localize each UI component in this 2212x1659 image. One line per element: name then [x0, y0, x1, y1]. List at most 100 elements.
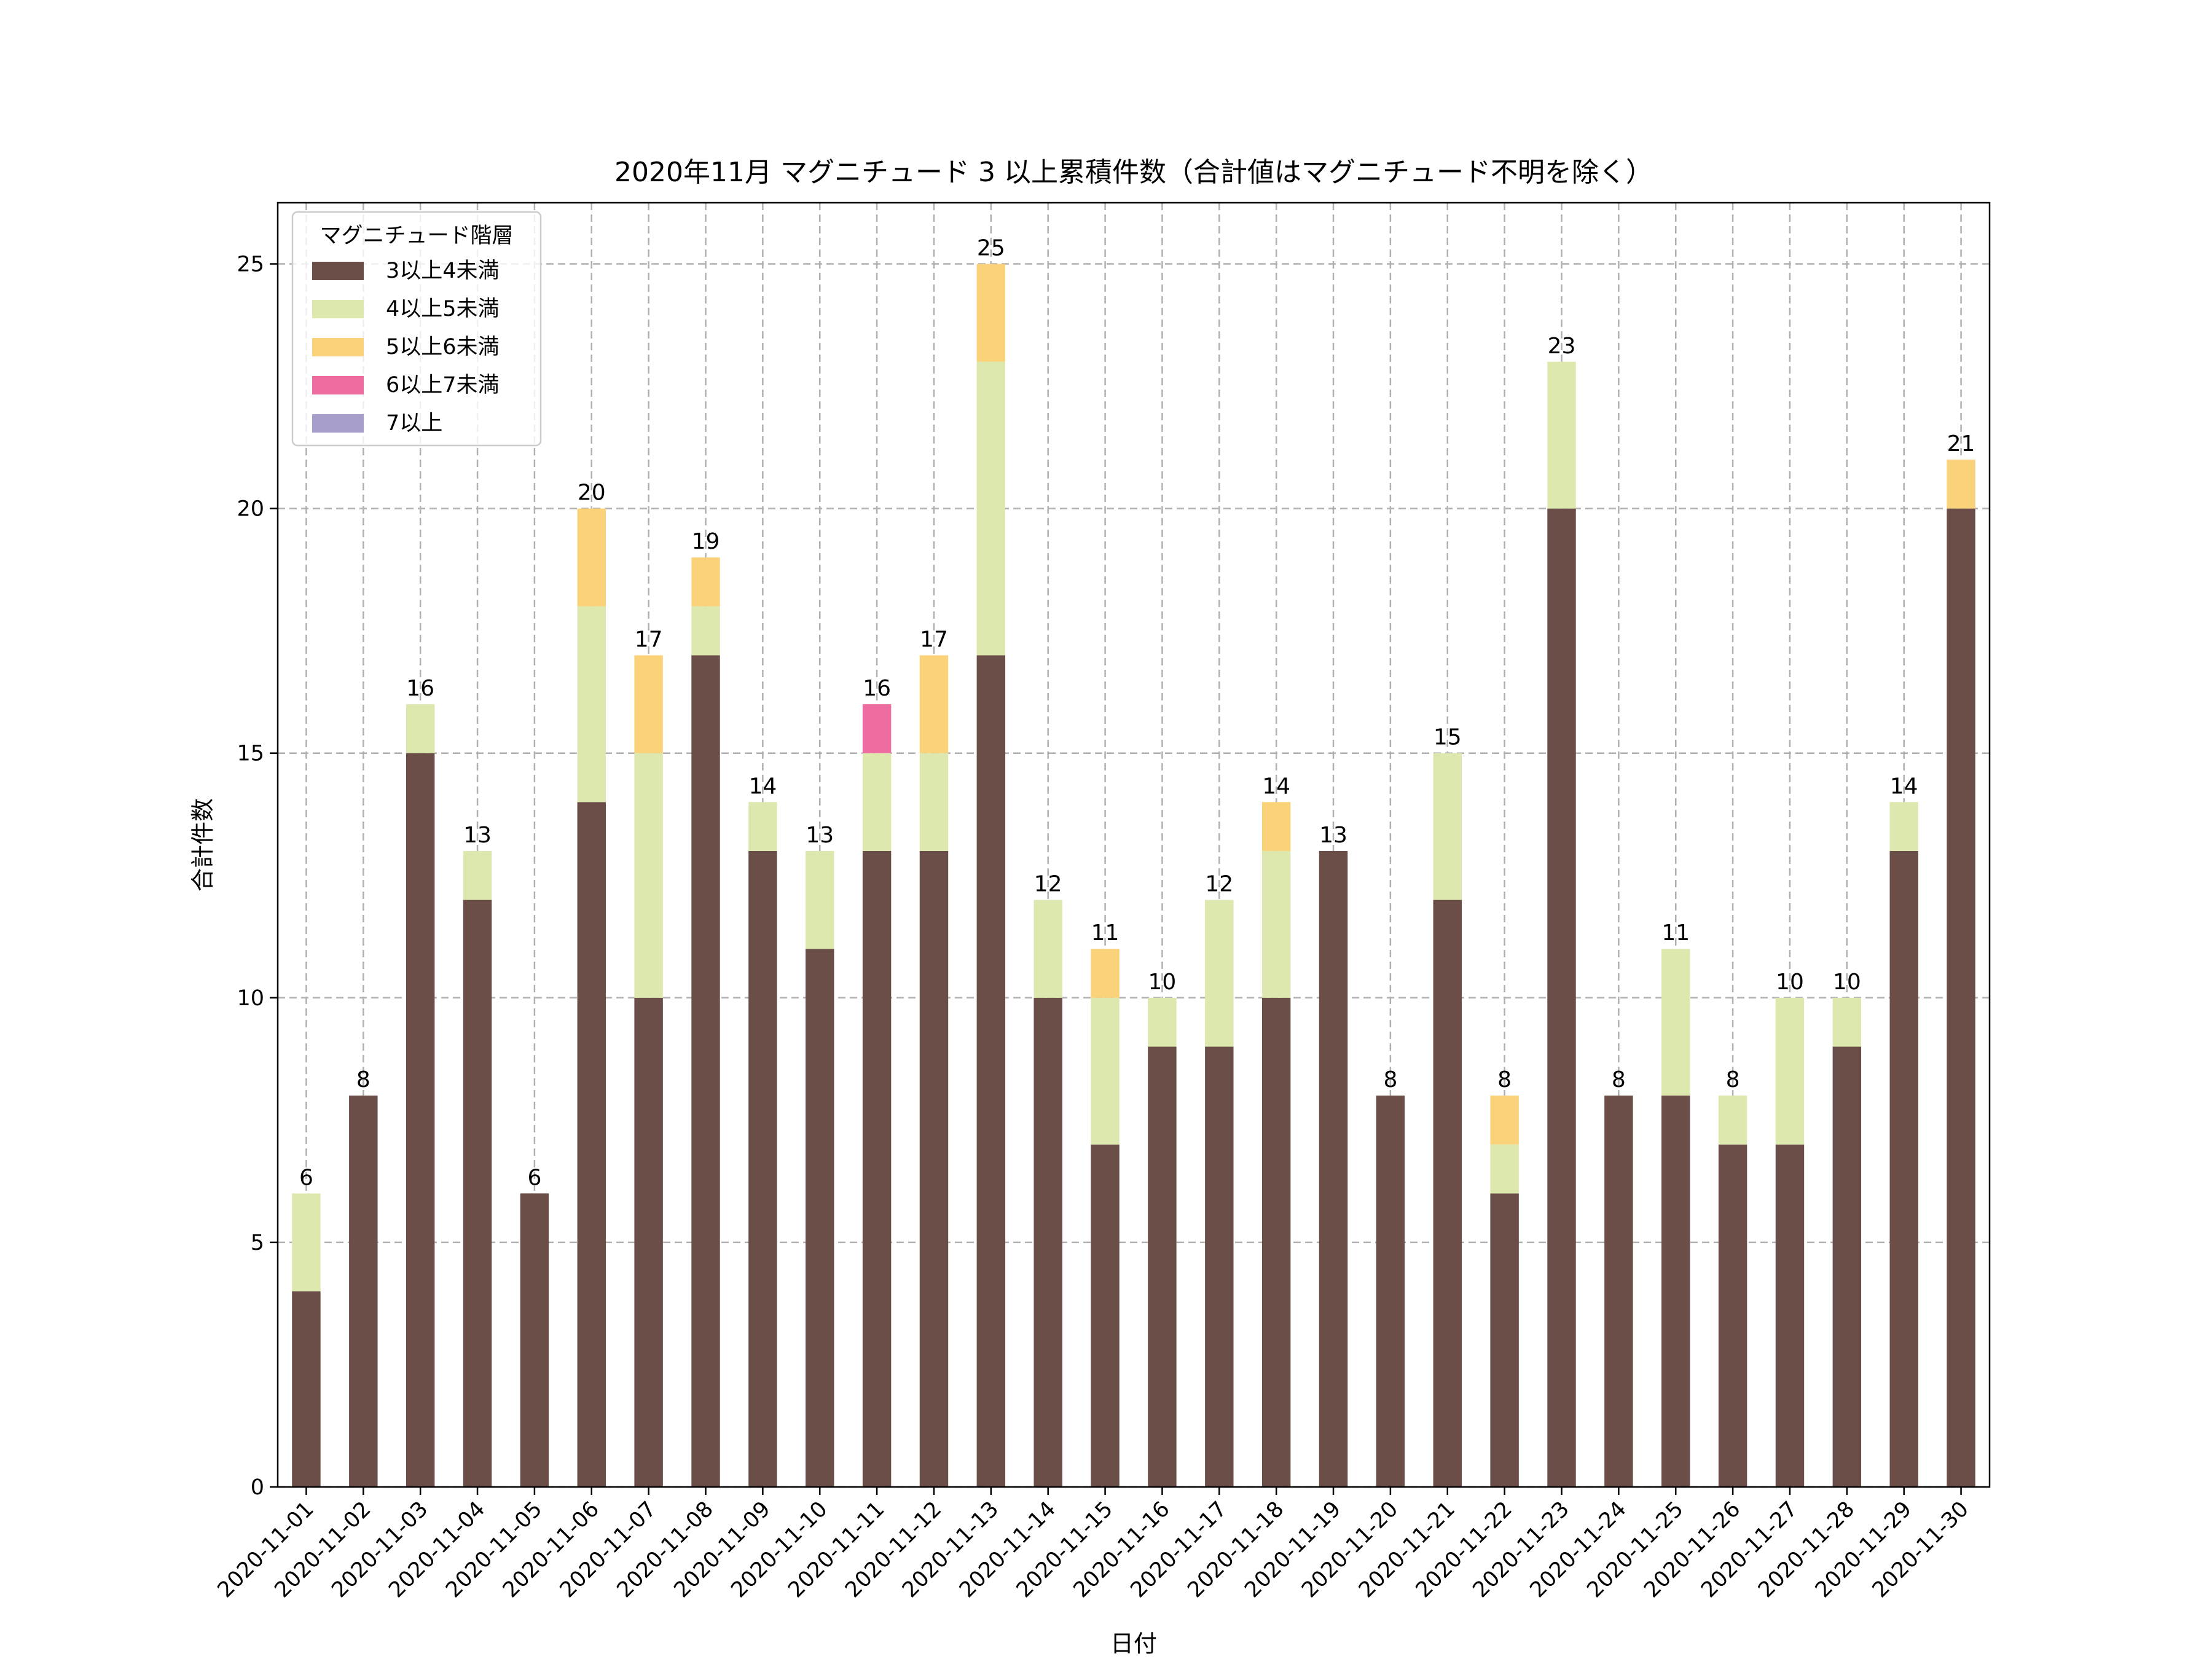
data-labels: 6 8 16 13 6 20 17 19 14 13 16 17 25 12 11 10 12 14 13 8 15 8 2…	[299, 236, 1975, 1191]
x-axis-label: 日付	[1110, 1630, 1157, 1657]
bar-segment-s0-2020-11-07	[634, 997, 663, 1487]
y-tick-label: 0	[251, 1475, 264, 1500]
bar-segment-s0-2020-11-09	[748, 850, 777, 1487]
bar-segment-s1-2020-11-16	[1148, 997, 1177, 1047]
data-label-total: 11	[1661, 920, 1690, 946]
data-label-total: 20	[578, 480, 606, 506]
bar-segment-s1-2020-11-23	[1547, 361, 1576, 509]
legend: マグニチュード階層 3以上4未満 4以上5未満 5以上6未満 6以上7未満 7以上	[291, 211, 542, 447]
bar-segment-s1-2020-11-17	[1205, 900, 1234, 1047]
legend-swatch-3	[312, 376, 364, 394]
data-label-total: 13	[1319, 823, 1347, 848]
y-tick-label: 10	[237, 986, 264, 1011]
bar-segment-s1-2020-11-04	[463, 850, 492, 900]
data-label-total: 17	[920, 627, 948, 652]
data-label-total: 14	[1262, 774, 1290, 799]
legend-label-3: 6以上7未満	[386, 373, 500, 398]
bar-segment-s0-2020-11-02	[349, 1096, 378, 1487]
bar-segment-s1-2020-11-22	[1490, 1144, 1519, 1194]
data-label-total: 16	[863, 676, 891, 701]
bar-segment-s1-2020-11-11	[862, 753, 892, 851]
bar-segment-s2-2020-11-22	[1490, 1096, 1519, 1145]
bar-segment-s1-2020-11-28	[1832, 997, 1862, 1047]
legend-label-1: 4以上5未満	[386, 297, 500, 321]
bar-segment-s0-2020-11-10	[806, 949, 834, 1487]
bar-segment-s0-2020-11-21	[1433, 900, 1462, 1487]
bar-segment-s0-2020-11-11	[862, 850, 892, 1487]
y-tick-label: 15	[237, 742, 264, 766]
bar-segment-s1-2020-11-29	[1889, 802, 1918, 851]
data-label-total: 19	[692, 529, 720, 554]
data-label-total: 16	[406, 676, 434, 701]
bar-segment-s0-2020-11-01	[292, 1291, 321, 1487]
bar-segment-s1-2020-11-12	[919, 753, 949, 851]
bar-segment-s0-2020-11-05	[520, 1193, 549, 1487]
data-label-total: 8	[356, 1067, 371, 1092]
legend-label-4: 7以上	[386, 411, 442, 436]
bar-segment-s0-2020-11-04	[463, 900, 492, 1487]
data-label-total: 13	[806, 823, 834, 848]
data-label-total: 8	[1383, 1067, 1397, 1092]
y-tick-label: 5	[251, 1231, 264, 1255]
bar-segment-s2-2020-11-12	[919, 655, 949, 753]
bar-segment-s1-2020-11-06	[577, 606, 606, 802]
data-label-total: 14	[748, 774, 777, 799]
bar-segment-s0-2020-11-18	[1261, 997, 1291, 1487]
bar-segment-s0-2020-11-24	[1604, 1096, 1633, 1487]
bar-segment-s2-2020-11-07	[634, 655, 663, 753]
bar-segment-s2-2020-11-30	[1947, 460, 1975, 509]
data-label-total: 6	[299, 1165, 313, 1190]
data-label-total: 10	[1833, 970, 1861, 995]
bar-segment-s0-2020-11-16	[1148, 1046, 1177, 1487]
legend-title: マグニチュード階層	[320, 224, 513, 248]
bar-segment-s1-2020-11-03	[406, 704, 435, 753]
data-label-total: 8	[1497, 1067, 1512, 1092]
data-label-total: 25	[977, 236, 1005, 261]
bar-segment-s1-2020-11-01	[292, 1193, 321, 1292]
data-label-total: 6	[527, 1165, 541, 1190]
data-label-total: 17	[635, 627, 663, 652]
bar-segment-s0-2020-11-06	[577, 802, 606, 1487]
bar-segment-s0-2020-11-12	[919, 850, 949, 1487]
bar-segment-s0-2020-11-17	[1205, 1046, 1234, 1487]
data-label-total: 12	[1205, 872, 1233, 897]
bar-segment-s0-2020-11-29	[1889, 850, 1918, 1487]
legend-label-0: 3以上4未満	[386, 259, 500, 283]
bar-segment-s2-2020-11-18	[1261, 802, 1291, 851]
bar-segment-s1-2020-11-08	[691, 606, 720, 656]
bar-segment-s1-2020-11-15	[1091, 997, 1120, 1145]
bar-segment-s1-2020-11-27	[1775, 997, 1805, 1145]
data-label-total: 8	[1726, 1067, 1740, 1092]
bar-segment-s1-2020-11-25	[1661, 949, 1690, 1096]
y-tick-label: 20	[237, 497, 264, 522]
bar-segment-s0-2020-11-25	[1661, 1096, 1690, 1487]
bar-segment-s0-2020-11-23	[1547, 508, 1576, 1487]
data-label-total: 10	[1776, 970, 1804, 995]
bar-segment-s0-2020-11-14	[1033, 997, 1062, 1487]
legend-swatch-1	[312, 300, 364, 318]
legend-label-2: 5以上6未満	[386, 335, 500, 359]
data-label-total: 8	[1612, 1067, 1626, 1092]
data-label-total: 21	[1947, 431, 1975, 457]
bar-segment-s2-2020-11-06	[577, 508, 606, 606]
bar-segment-s0-2020-11-08	[691, 655, 720, 1487]
data-label-total: 11	[1091, 920, 1120, 946]
data-label-total: 13	[463, 823, 492, 848]
bar-segment-s1-2020-11-10	[806, 850, 834, 949]
bar-segment-s3-2020-11-11	[862, 704, 892, 753]
bar-segment-s0-2020-11-22	[1490, 1193, 1519, 1487]
y-tick-label: 25	[237, 253, 264, 277]
bar-segment-s0-2020-11-27	[1775, 1144, 1805, 1487]
bar-segment-s1-2020-11-21	[1433, 753, 1462, 900]
plot-frame	[276, 202, 1991, 1488]
bar-segment-s2-2020-11-15	[1091, 949, 1120, 998]
bar-segment-s0-2020-11-30	[1947, 508, 1975, 1487]
data-label-total: 23	[1548, 334, 1576, 359]
bar-segment-s0-2020-11-15	[1091, 1144, 1120, 1487]
bar-segment-s0-2020-11-13	[976, 655, 1006, 1487]
data-label-total: 15	[1433, 725, 1462, 750]
bar-segment-s1-2020-11-13	[976, 361, 1006, 656]
bar-segment-s0-2020-11-20	[1376, 1096, 1405, 1487]
legend-swatch-2	[312, 338, 364, 356]
